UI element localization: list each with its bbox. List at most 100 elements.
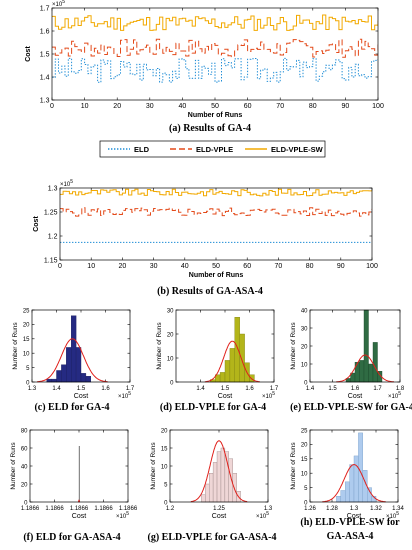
plot-frame — [51, 7, 379, 101]
y-tick-label: 1.3 — [48, 185, 58, 192]
histogram-bar — [80, 373, 87, 383]
plot-frame — [175, 309, 275, 383]
y-exponent: ×105 — [60, 179, 73, 188]
x-tick-label: 1.6 — [101, 386, 110, 392]
series-line-eld-vple-sw — [52, 14, 378, 31]
y-tick-label: 40 — [301, 308, 308, 314]
x-tick-label: 1.6 — [245, 386, 254, 392]
y-tick-label: 1.3 — [40, 97, 50, 104]
x-tick-label: 30 — [146, 103, 154, 110]
x-exponent-power: 5 — [266, 511, 269, 517]
y-tick-label: 20 — [301, 344, 308, 350]
y-tick-label: 25 — [301, 428, 308, 434]
x-tick-label: 1.5 — [328, 386, 337, 392]
histogram-bar — [78, 446, 81, 503]
y-axis-label: Number of Runs — [156, 322, 163, 370]
y-tick-label: 5 — [26, 366, 30, 372]
y-tick-label: 0 — [304, 500, 308, 506]
x-tick-label: 1.6 — [351, 386, 360, 392]
x-tick-label: 30 — [150, 263, 158, 270]
x-tick-label: 60 — [244, 103, 252, 110]
x-axis-label: Cost — [347, 513, 361, 520]
y-tick-label: 15 — [161, 446, 168, 452]
histogram-bar — [368, 363, 374, 383]
normal-fit-curve — [204, 340, 260, 383]
y-axis-label: Number of Runs — [10, 442, 17, 490]
histogram-bar — [234, 317, 240, 383]
histogram-bar — [372, 342, 378, 383]
normal-fit-curve — [78, 499, 80, 503]
y-tick-label: 1.25 — [44, 209, 58, 216]
x-tick-label: 1.26 — [304, 506, 316, 512]
x-tick-label: 70 — [275, 263, 283, 270]
legend-label: ELD — [134, 145, 150, 154]
y-tick-label: 20 — [21, 482, 28, 488]
x-tick-label: 1.1866 — [21, 506, 40, 512]
histogram-bar — [358, 432, 363, 503]
chart-h_g: 1.2 1.25 1.3 0 5 10 15 20 Cost Number of Runs ×105… — [148, 428, 277, 543]
y-axis-label: Number of Runs — [150, 442, 157, 490]
chart-caption: (f) ELD for GA-ASA-4 — [23, 532, 120, 543]
y-tick-label: 1.15 — [44, 257, 58, 264]
histogram-bar — [70, 315, 77, 383]
x-tick-label: 40 — [181, 263, 189, 270]
plot-frame — [29, 429, 129, 503]
x-tick-label: 1.5 — [221, 386, 230, 392]
x-tick-label: 1.1866 — [119, 506, 138, 512]
chart-ts_ga4: 0 10 20 30 40 50 60 70 80 90 100 1.3 1.4 1.5 1.6 1.7 Num… — [25, 0, 384, 134]
x-tick-label: 0 — [50, 103, 54, 110]
x-axis-label: Number of Runs — [189, 272, 244, 279]
histogram-bar — [232, 473, 237, 503]
y-exponent-power: 5 — [70, 179, 73, 185]
chart-h_h: 1.26 1.28 1.3 1.32 1.34 0 5 10 15 20 25 Cost Number … — [290, 428, 404, 542]
legend-label: ELD-VPLE-SW — [271, 145, 324, 154]
x-tick-label: 1.28 — [326, 506, 338, 512]
legend-label: ELD-VPLE — [196, 145, 233, 154]
chart-caption: (d) ELD-VPLE for GA-4 — [160, 402, 266, 413]
x-tick-label: 1.3 — [28, 386, 37, 392]
x-tick-label: 1.4 — [306, 386, 315, 392]
histogram-bar — [219, 372, 226, 383]
histogram-bar — [46, 378, 52, 383]
histogram-bar — [353, 455, 359, 503]
histogram-bar — [208, 473, 214, 503]
y-tick-label: 10 — [23, 352, 30, 358]
y-tick-label: 30 — [301, 326, 308, 332]
y-tick-label: 10 — [161, 464, 168, 470]
x-exponent-power: 5 — [396, 511, 399, 517]
histogram-bar — [216, 451, 222, 503]
x-exponent-power: 5 — [398, 391, 401, 397]
histogram-bar — [61, 364, 67, 383]
histogram-bar — [229, 348, 235, 383]
y-tick-label: 5 — [304, 486, 308, 492]
chart-h_e: 1.4 1.5 1.6 1.7 1.8 0 10 20 30 40 Cost Number of Ru… — [290, 308, 412, 413]
plot-frame — [31, 309, 131, 383]
y-tick-label: 5 — [164, 482, 168, 488]
x-exponent: ×105 — [116, 511, 129, 520]
y-tick-label: 60 — [21, 446, 28, 452]
histogram-bar — [354, 362, 360, 383]
y-tick-label: 20 — [301, 443, 308, 449]
plot-area — [60, 188, 372, 260]
chart-ts_gaasa4: 0 10 20 30 40 50 60 70 80 90 100 1.15 1.2 1.25 1.3 Numb… — [33, 179, 378, 297]
y-tick-label: 15 — [23, 337, 30, 343]
chart-h_f: 1.1866 1.1866 1.1866 1.1866 1.1866020406080C… — [10, 428, 138, 543]
x-tick-label: 1.7 — [270, 386, 279, 392]
histogram-bar — [336, 496, 341, 503]
histogram-bar — [220, 447, 226, 503]
x-exponent: ×105 — [118, 391, 131, 400]
y-tick-label: 0 — [26, 380, 30, 386]
x-tick-label: 1.7 — [126, 386, 135, 392]
y-tick-label: 10 — [301, 362, 308, 368]
y-tick-label: 20 — [167, 332, 174, 338]
plot-frame — [169, 429, 269, 503]
histogram-bar — [340, 490, 346, 503]
x-tick-label: 20 — [119, 263, 127, 270]
plot-frame — [59, 187, 373, 261]
x-axis-label: Cost — [72, 513, 86, 520]
chart-h_c: 1.3 1.4 1.5 1.6 1.7 0 5 10 15 20 25 Cost Number of R… — [12, 308, 135, 413]
x-tick-label: 1.5 — [77, 386, 86, 392]
x-tick-label: 1.3 — [350, 506, 359, 512]
x-tick-label: 1.2 — [166, 506, 175, 512]
x-tick-label: 1.8 — [396, 386, 405, 392]
